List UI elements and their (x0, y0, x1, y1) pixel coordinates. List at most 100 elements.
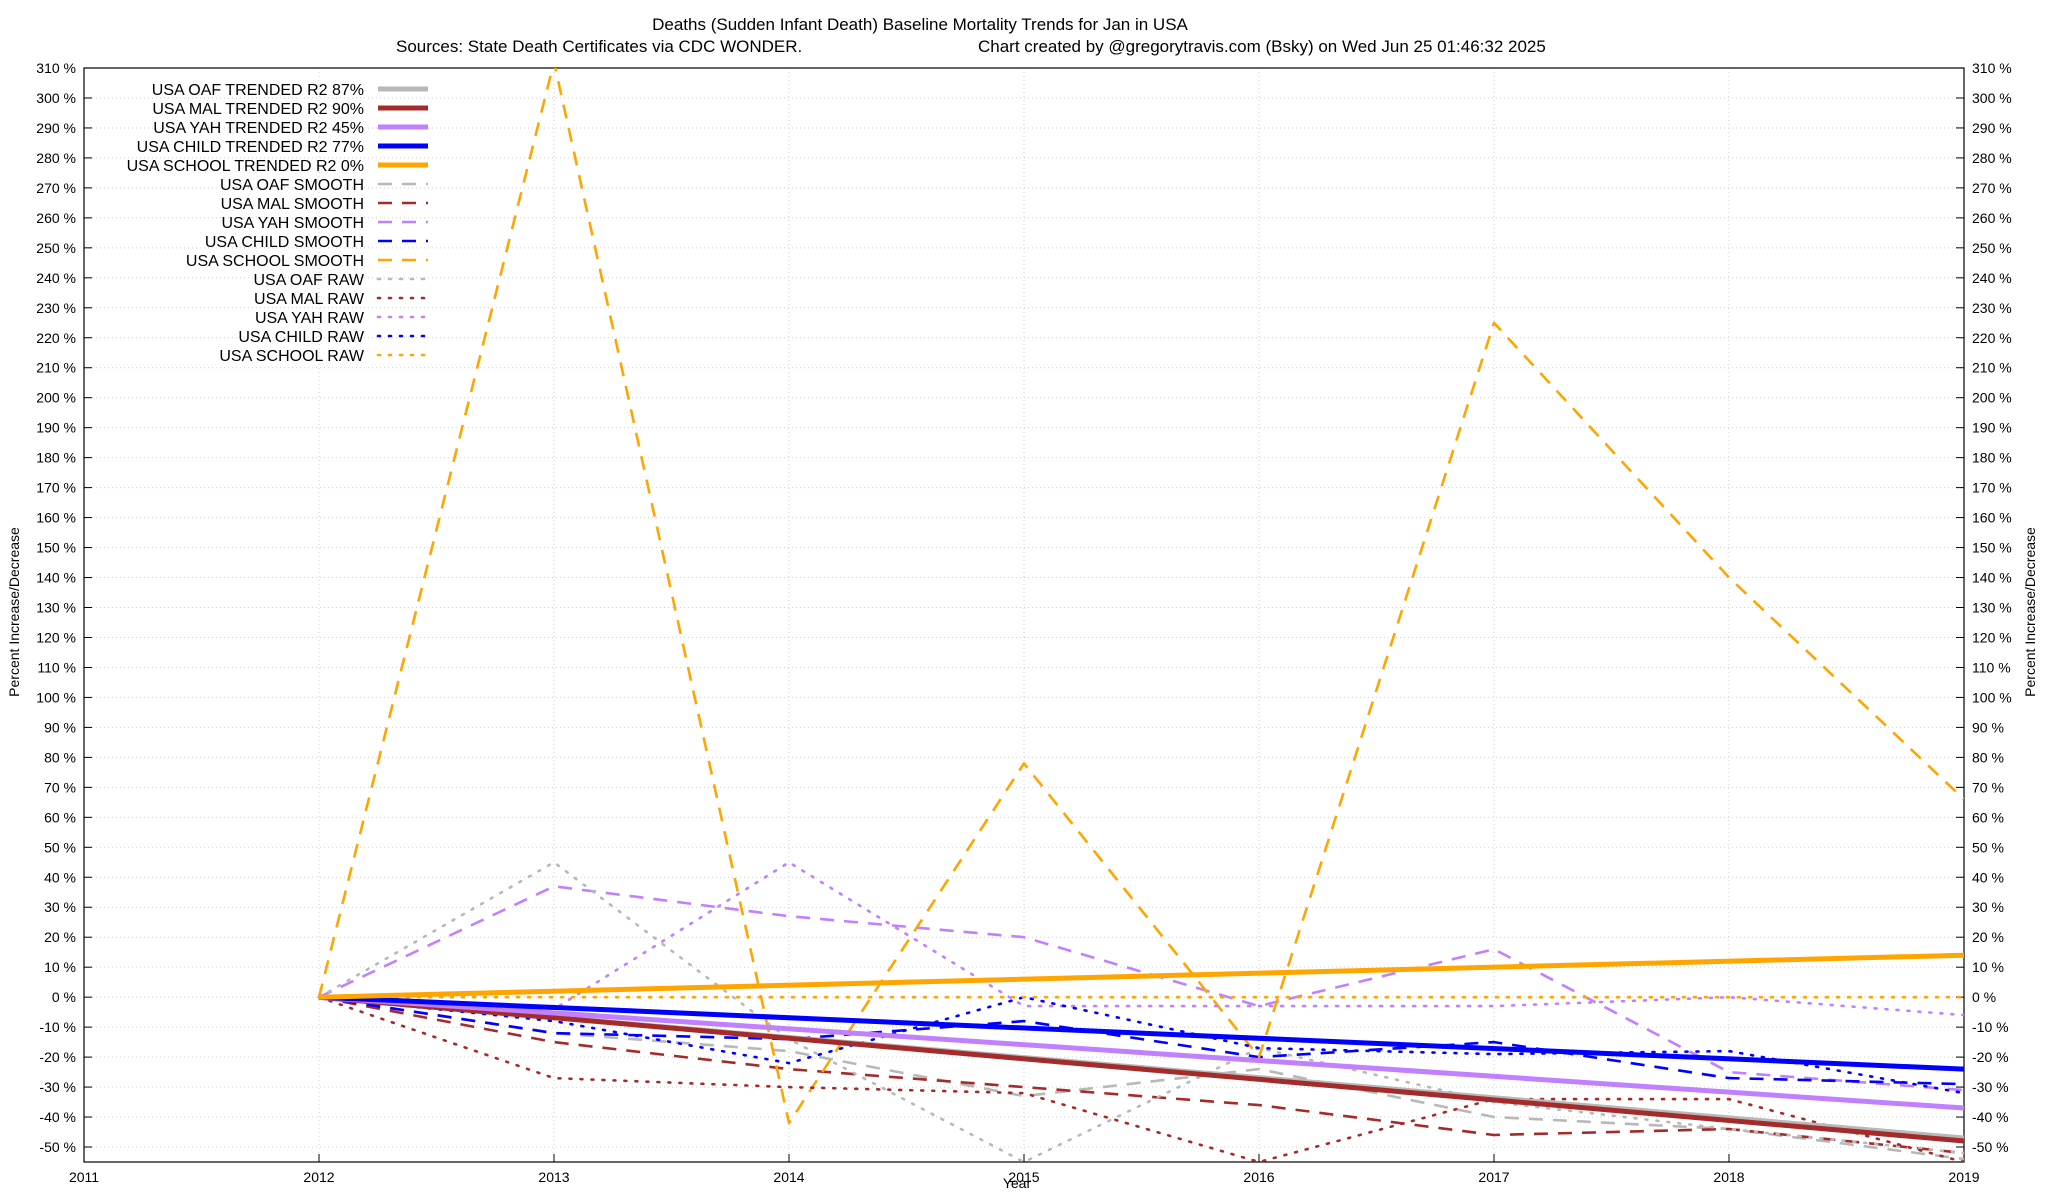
y-tick-label-right: 180 % (1972, 450, 2012, 466)
series-line-9 (317, 68, 1964, 1125)
legend-label: USA OAF RAW (253, 272, 364, 289)
y-tick-label-left: 80 % (44, 749, 76, 765)
y-tick-label-left: 230 % (36, 300, 76, 316)
y-tick-label-right: 130 % (1972, 600, 2012, 616)
y-tick-label-left: 210 % (36, 360, 76, 376)
y-tick-label-right: 250 % (1972, 240, 2012, 256)
y-tick-label-left: 220 % (36, 330, 76, 346)
y-tick-label-right: 280 % (1972, 150, 2012, 166)
legend-label: USA MAL SMOOTH (221, 196, 364, 213)
series-lines (317, 68, 1964, 1162)
y-tick-label-left: 180 % (36, 450, 76, 466)
y-tick-label-right: 160 % (1972, 510, 2012, 526)
legend-label: USA YAH RAW (255, 310, 365, 327)
chart-subtitle-credit: Chart created by @gregorytravis.com (Bsk… (978, 37, 1546, 56)
y-tick-label-left: 150 % (36, 540, 76, 556)
y-tick-label-right: 300 % (1972, 90, 2012, 106)
y-tick-label-left: 10 % (44, 959, 76, 975)
y-tick-label-right: 100 % (1972, 689, 2012, 705)
y-tick-label-right: 310 % (1972, 60, 2012, 76)
series-line-8 (318, 995, 1964, 1086)
legend-label: USA SCHOOL SMOOTH (186, 253, 364, 270)
y-tick-label-right: 30 % (1972, 899, 2004, 915)
y-tick-label-left: 120 % (36, 629, 76, 645)
y-tick-label-left: 70 % (44, 779, 76, 795)
y-tick-label-right: 0 % (1972, 989, 1996, 1005)
legend-label: USA OAF TRENDED R2 87% (152, 82, 364, 99)
y-axis-label-left: Percent Increase/Decrease (6, 527, 22, 697)
y-tick-label-right: 20 % (1972, 929, 2004, 945)
y-tick-label-left: 290 % (36, 120, 76, 136)
y-tick-label-left: 130 % (36, 600, 76, 616)
x-tick-label: 2018 (1713, 1169, 1744, 1185)
legend-label: USA OAF SMOOTH (220, 177, 364, 194)
series-line-11 (317, 995, 1964, 1162)
x-tick-label: 2017 (1478, 1169, 1509, 1185)
y-tick-label-left: 60 % (44, 809, 76, 825)
y-tick-label-left: 250 % (36, 240, 76, 256)
y-tick-label-left: -20 % (39, 1049, 76, 1065)
y-tick-label-left: 280 % (36, 150, 76, 166)
legend-label: USA SCHOOL RAW (219, 348, 365, 365)
legend-label: USA YAH SMOOTH (221, 215, 364, 232)
x-tick-label: 2015 (1008, 1169, 1039, 1185)
legend-label: USA CHILD SMOOTH (205, 234, 364, 251)
y-tick-label-left: 110 % (37, 659, 76, 675)
legend-label: USA CHILD TRENDED R2 77% (137, 139, 364, 156)
y-tick-label-right: 220 % (1972, 330, 2012, 346)
series-line-5 (318, 995, 1964, 1161)
y-tick-label-left: 50 % (44, 839, 76, 855)
y-tick-label-left: 310 % (36, 60, 76, 76)
legend-label: USA SCHOOL TRENDED R2 0% (127, 158, 364, 175)
y-tick-label-right: 290 % (1972, 120, 2012, 136)
y-tick-label-right: -40 % (1972, 1109, 2009, 1125)
x-tick-label: 2012 (303, 1169, 334, 1185)
y-tick-label-right: 150 % (1972, 540, 2012, 556)
y-tick-label-left: 270 % (36, 180, 76, 196)
x-tick-label: 2011 (69, 1169, 99, 1185)
y-tick-label-right: 200 % (1972, 390, 2012, 406)
y-tick-label-left: 240 % (36, 270, 76, 286)
y-tick-label-right: 50 % (1972, 839, 2004, 855)
x-axis-label: Year (1003, 1175, 1032, 1191)
y-tick-label-right: 140 % (1972, 570, 2012, 586)
y-tick-label-left: 300 % (36, 90, 76, 106)
legend: USA OAF TRENDED R2 87% USA MAL TRENDED R2… (127, 82, 430, 365)
series-line-10 (317, 860, 1964, 1162)
y-tick-label-right: 210 % (1972, 360, 2012, 376)
y-tick-label-right: 70 % (1972, 779, 2004, 795)
y-tick-label-right: -10 % (1972, 1019, 2009, 1035)
y-tick-label-left: 200 % (36, 390, 76, 406)
y-tick-label-right: 80 % (1972, 749, 2004, 765)
y-tick-label-right: 10 % (1972, 959, 2004, 975)
y-tick-label-right: 170 % (1972, 480, 2012, 496)
y-tick-label-left: -30 % (39, 1079, 76, 1095)
x-tick-label: 2019 (1948, 1169, 1979, 1185)
series-line-13 (317, 995, 1964, 1095)
legend-label: USA CHILD RAW (238, 329, 365, 346)
series-line-12 (317, 860, 1964, 1017)
legend-label: USA YAH TRENDED R2 45% (153, 120, 364, 137)
y-tick-label-right: 110 % (1972, 659, 2011, 675)
x-tick-label: 2014 (773, 1169, 804, 1185)
y-tick-label-left: -10 % (39, 1019, 76, 1035)
y-tick-label-left: 0 % (52, 989, 76, 1005)
series-line-3 (318, 994, 1964, 1072)
x-tick-label: 2016 (1243, 1169, 1274, 1185)
y-tick-label-left: 190 % (36, 420, 76, 436)
y-tick-label-right: 60 % (1972, 809, 2004, 825)
y-tick-label-left: 260 % (36, 210, 76, 226)
y-tick-label-right: -20 % (1972, 1049, 2009, 1065)
series-line-4 (318, 952, 1964, 1000)
y-tick-label-right: 90 % (1972, 719, 2004, 735)
y-tick-label-left: -40 % (39, 1109, 76, 1125)
y-tick-label-left: 30 % (44, 899, 76, 915)
y-tick-label-left: 140 % (36, 570, 76, 586)
y-tick-label-right: 120 % (1972, 629, 2012, 645)
y-tick-label-right: 270 % (1972, 180, 2012, 196)
legend-label: USA MAL RAW (254, 291, 365, 308)
y-tick-label-left: 170 % (36, 480, 76, 496)
y-tick-label-right: 190 % (1972, 420, 2012, 436)
y-tick-label-right: 240 % (1972, 270, 2012, 286)
